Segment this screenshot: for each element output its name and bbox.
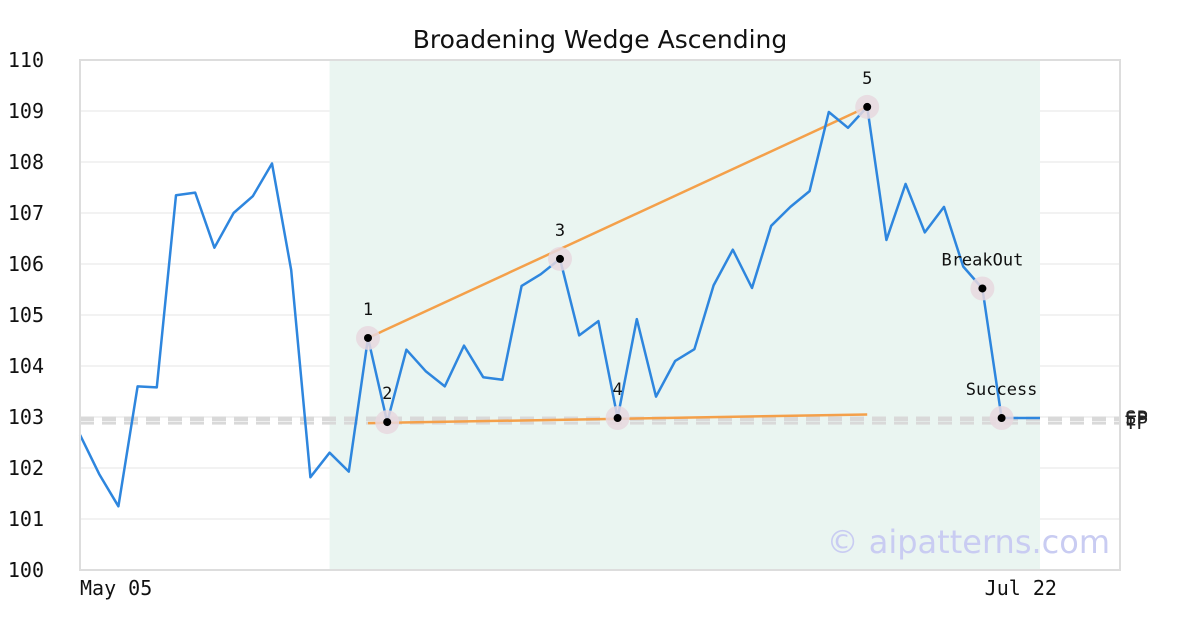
chart-title: Broadening Wedge Ascending <box>413 25 788 54</box>
y-axis-ticks: 100 101 102 103 104 105 106 107 108 109 110 <box>8 48 44 582</box>
point-success-label: Success <box>966 380 1038 400</box>
point-1-marker <box>364 333 372 342</box>
reference-label-ep: EP <box>1125 409 1148 431</box>
watermark: © aipatterns.com <box>827 523 1110 561</box>
y-tick-label: 100 <box>8 558 44 582</box>
reference-label-tp: TP <box>1125 412 1148 434</box>
point-3-marker <box>556 254 564 263</box>
point-4-marker <box>613 414 622 423</box>
y-tick-label: 101 <box>8 507 44 531</box>
point-1-label: 1 <box>363 300 373 320</box>
point-5-marker <box>863 102 872 111</box>
y-tick-label: 109 <box>8 99 44 123</box>
reference-label-sp: SP <box>1125 407 1148 429</box>
point-success-marker <box>997 414 1006 423</box>
upper-trendline <box>367 105 868 340</box>
y-tick-label: 107 <box>8 201 44 225</box>
y-tick-label: 110 <box>8 48 44 72</box>
point-2-label: 2 <box>382 384 392 404</box>
point-breakout-marker <box>978 284 987 293</box>
x-tick-label: May 05 <box>80 576 152 600</box>
point-3-label: 3 <box>555 221 565 241</box>
x-tick-label: Jul 22 <box>985 576 1057 600</box>
point-5-label: 5 <box>862 69 872 89</box>
y-tick-label: 106 <box>8 252 44 276</box>
point-2-marker <box>383 418 392 427</box>
y-tick-label: 105 <box>8 303 44 327</box>
plot-frame <box>79 59 1121 571</box>
pattern-region-shade <box>329 60 1041 570</box>
y-tick-label: 103 <box>8 405 44 429</box>
point-breakout-label: BreakOut <box>941 250 1023 270</box>
point-4-label: 4 <box>612 380 622 400</box>
pattern-points: 1 2 3 4 5 BreakOut Success <box>356 69 1038 435</box>
y-tick-label: 104 <box>8 354 44 378</box>
x-axis-ticks: May 05 Jul 22 <box>80 576 1057 600</box>
y-tick-label: 102 <box>8 456 44 480</box>
pattern-region <box>329 60 1041 570</box>
y-tick-label: 108 <box>8 150 44 174</box>
